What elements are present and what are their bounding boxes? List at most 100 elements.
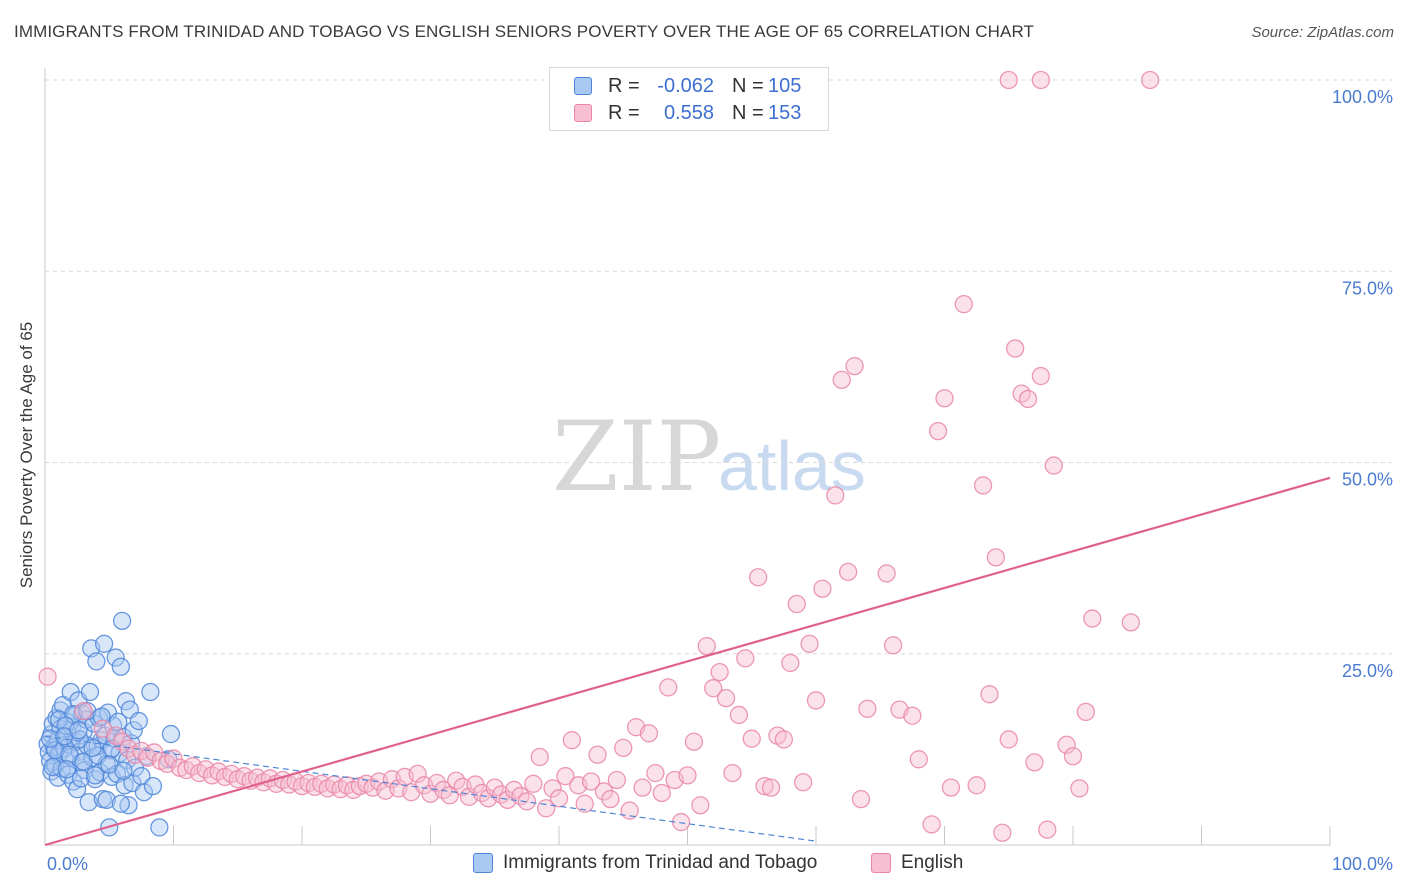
data-point-immigrants (87, 652, 106, 671)
data-point-immigrants (124, 721, 143, 740)
data-point-english (903, 706, 922, 725)
data-point-english (1070, 779, 1089, 798)
data-point-immigrants (78, 701, 97, 721)
data-point-english (639, 724, 659, 743)
data-point-immigrants (85, 766, 105, 785)
data-point-english (652, 783, 671, 803)
data-point-english (813, 579, 832, 598)
data-point-immigrants (150, 818, 169, 837)
data-point-english (614, 738, 633, 757)
data-point-immigrants (161, 724, 181, 744)
y-tick-label: 100.0% (1332, 87, 1393, 107)
series-legend: Immigrants from Trinidad and Tobago Engl… (0, 852, 1406, 878)
data-point-english (851, 789, 871, 809)
data-point-english (581, 772, 601, 791)
legend-r-value: -0.062 (657, 74, 714, 97)
source-label: Source: ZipAtlas.com (1251, 24, 1394, 41)
data-point-english (973, 476, 993, 495)
data-point-immigrants (112, 611, 132, 631)
data-point-immigrants (143, 776, 163, 796)
data-point-english (646, 763, 665, 783)
axes (44, 68, 1331, 846)
legend-n-label: N = (732, 74, 764, 97)
y-tick-label: 25.0% (1342, 661, 1393, 681)
data-point-immigrants (111, 794, 130, 813)
data-point-english (1031, 70, 1051, 90)
data-point-english (1063, 747, 1083, 766)
data-point-english (858, 699, 877, 718)
data-point-english (1018, 389, 1038, 409)
data-point-english (1121, 613, 1140, 632)
x-tick-label: 100.0% (1332, 854, 1393, 874)
legend-n-label: N = (732, 101, 764, 124)
legend-n-value: 105 (768, 74, 802, 97)
data-point-english (678, 766, 697, 785)
data-point-english (980, 685, 999, 704)
trend-lines (44, 476, 1331, 847)
trend-line-english (44, 476, 1331, 847)
data-point-english (704, 679, 723, 698)
data-point-english (543, 779, 562, 798)
series-english (38, 70, 1160, 842)
y-tick-label: 50.0% (1342, 470, 1393, 490)
data-point-english (999, 70, 1018, 90)
data-point-english (742, 729, 761, 748)
data-point-english (749, 568, 768, 587)
y-tick-label: 75.0% (1342, 278, 1393, 298)
data-point-english (941, 778, 961, 797)
data-point-immigrants (70, 730, 89, 749)
data-point-english (909, 750, 928, 769)
data-point-english (826, 486, 845, 505)
legend-label-immigrants: Immigrants from Trinidad and Tobago (503, 852, 818, 873)
data-point-english (800, 634, 819, 653)
data-point-english (877, 564, 896, 583)
data-point-immigrants (119, 796, 138, 815)
data-point-english (729, 705, 749, 725)
data-point-english (935, 389, 954, 408)
data-point-english (588, 745, 607, 764)
data-point-english (427, 773, 447, 793)
legend-row-english: R = 0.558 N = 153 (574, 101, 801, 125)
data-point-english (485, 778, 504, 797)
data-point-english (761, 778, 781, 797)
data-point-english (517, 792, 537, 811)
data-point-english (794, 773, 813, 792)
data-point-english (845, 356, 864, 376)
chart-title: IMMIGRANTS FROM TRINIDAD AND TOBAGO VS E… (14, 22, 1035, 41)
data-point-english (1140, 70, 1160, 90)
data-point-english (986, 548, 1006, 567)
legend-item-immigrants[interactable]: Immigrants from Trinidad and Tobago (473, 852, 817, 874)
data-point-english (408, 764, 427, 784)
data-point-english (787, 594, 806, 614)
data-point-english (838, 562, 858, 582)
data-point-english (556, 767, 575, 786)
legend-item-english[interactable]: English (871, 852, 963, 874)
data-point-english (736, 649, 755, 668)
data-point-english (1006, 339, 1025, 358)
data-point-english (774, 730, 794, 749)
legend-swatch-blue (574, 77, 592, 95)
data-point-english (967, 776, 986, 795)
data-point-immigrants (79, 793, 98, 812)
data-point-english (38, 667, 57, 686)
data-point-english (620, 801, 639, 820)
data-point-english (1057, 735, 1076, 754)
x-tick-label: 0.0% (47, 854, 88, 874)
data-point-english (954, 294, 973, 314)
data-point-english (1038, 820, 1057, 839)
watermark-atlas: atlas (718, 427, 866, 505)
legend-row-immigrants: R = -0.062 N = 105 (574, 74, 801, 98)
data-point-english (74, 701, 93, 721)
data-point-english (993, 823, 1012, 842)
data-point-english (684, 732, 704, 751)
data-point-english (524, 774, 543, 793)
tick-labels: 25.0% 50.0% 75.0% 100.0% 0.0% 100.0% (47, 87, 1393, 874)
data-point-english (755, 776, 774, 796)
data-point-english (922, 815, 941, 834)
data-point-immigrants (111, 657, 130, 676)
legend-swatch-blue (473, 853, 493, 873)
data-point-english (883, 636, 903, 655)
data-point-english (806, 691, 826, 710)
data-point-english (530, 747, 549, 767)
